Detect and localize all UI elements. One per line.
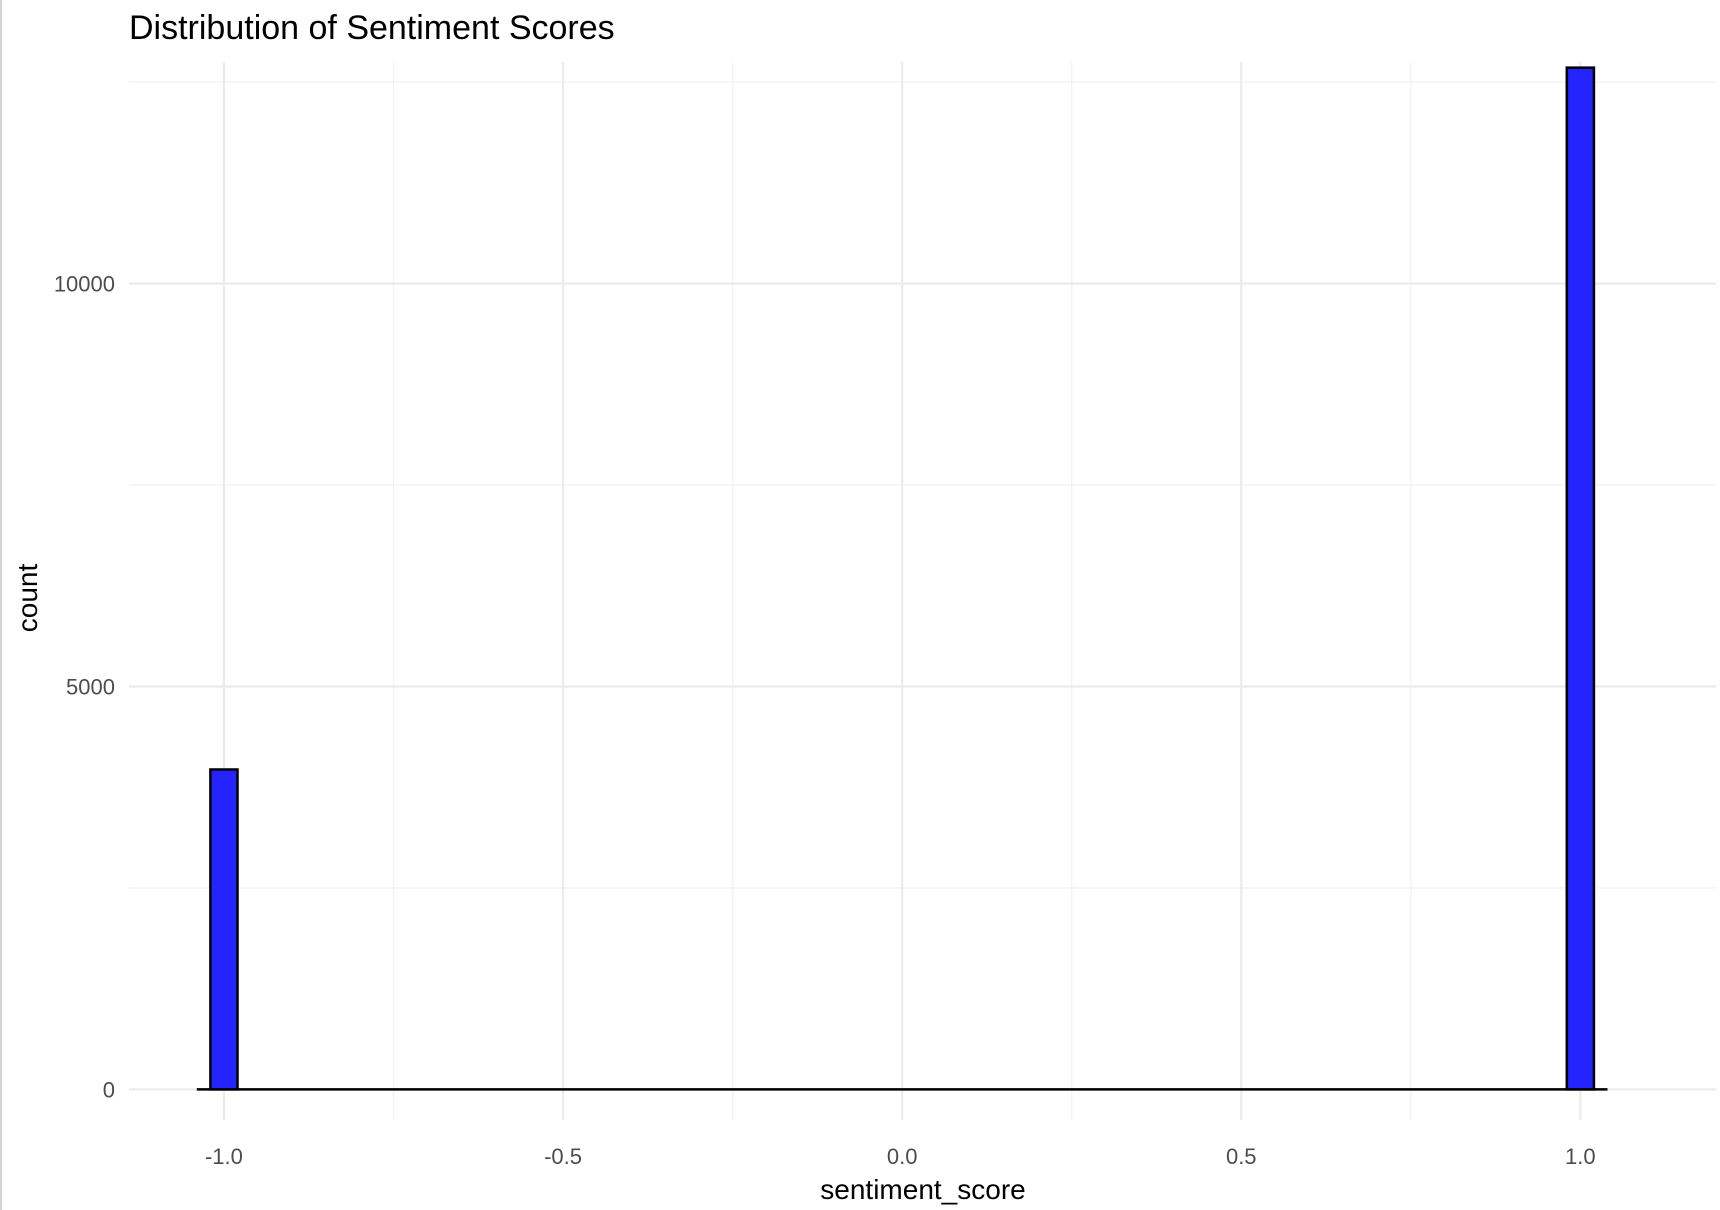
x-axis-title: sentiment_score bbox=[820, 1174, 1025, 1205]
y-tick-label: 10000 bbox=[54, 272, 115, 297]
histogram-bar bbox=[209, 768, 239, 1091]
y-tick-label: 5000 bbox=[66, 674, 115, 699]
x-tick-label: 0.5 bbox=[1226, 1144, 1257, 1169]
chart-title: Distribution of Sentiment Scores bbox=[129, 9, 615, 47]
y-axis-ticks: 0 5000 10000 bbox=[54, 272, 115, 1103]
y-axis-title: count bbox=[12, 564, 43, 633]
minor-gridlines bbox=[129, 62, 1716, 1120]
left-border bbox=[0, 0, 2, 1210]
x-axis-ticks: -1.0 -0.5 0.0 0.5 1.0 bbox=[205, 1144, 1596, 1169]
x-tick-label: -0.5 bbox=[544, 1144, 582, 1169]
histogram-bar bbox=[1565, 66, 1596, 1091]
x-tick-label: 0.0 bbox=[887, 1144, 918, 1169]
major-gridlines bbox=[129, 62, 1716, 1120]
y-tick-label: 0 bbox=[103, 1077, 115, 1102]
x-tick-label: 1.0 bbox=[1565, 1144, 1596, 1169]
histogram-bars bbox=[196, 66, 1608, 1091]
x-tick-label: -1.0 bbox=[205, 1144, 243, 1169]
